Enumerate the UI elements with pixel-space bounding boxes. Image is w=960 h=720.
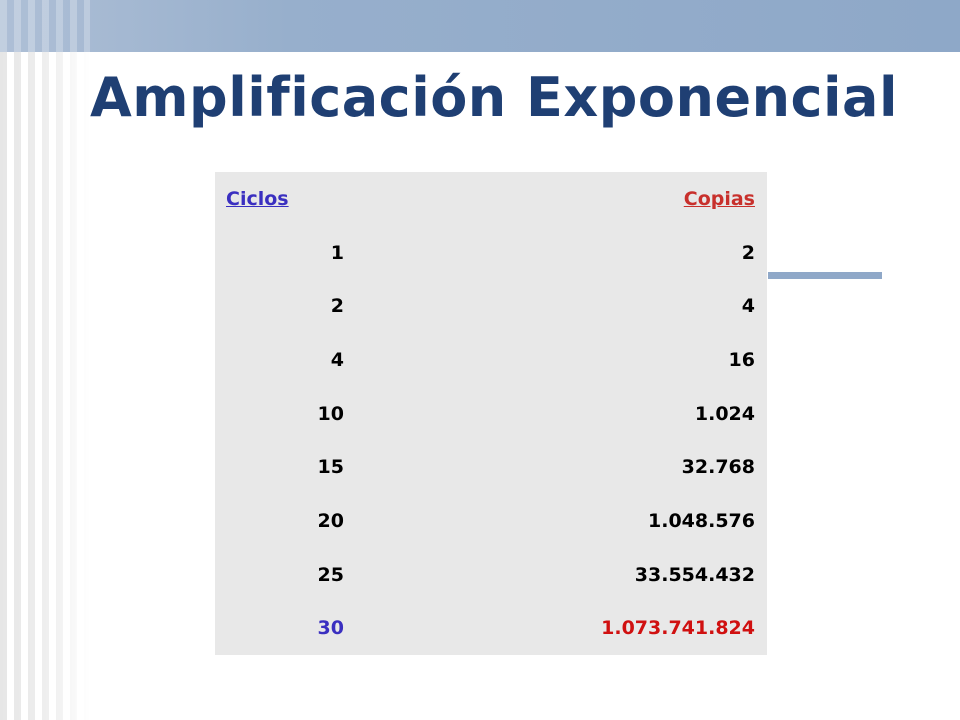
table-cell: 4 bbox=[330, 348, 344, 371]
slide-title: Amplificación Exponencial bbox=[90, 66, 898, 129]
table-cell: 15 bbox=[317, 456, 344, 479]
table-cell: 32.768 bbox=[681, 456, 755, 479]
column-header: Copias bbox=[683, 187, 755, 210]
table-cell: 20 bbox=[317, 509, 344, 532]
table-background bbox=[215, 172, 767, 655]
table-cell: 1.048.576 bbox=[648, 509, 755, 532]
table-cell: 1.073.741.824 bbox=[601, 617, 755, 640]
table-row: 15 32.768 bbox=[215, 440, 767, 494]
table-cell: 2 bbox=[741, 241, 755, 264]
table-row: 20 1.048.576 bbox=[215, 494, 767, 548]
table-body: 1 2 2 4 4 16 10 1.024 15 32.768 20 1.048.576 25 33.55… bbox=[215, 226, 767, 656]
table-cell: 33.554.432 bbox=[634, 563, 755, 586]
table-cell: 2 bbox=[330, 295, 344, 318]
table-row: 30 1.073.741.824 bbox=[215, 602, 767, 656]
table-row: 25 33.554.432 bbox=[215, 548, 767, 602]
table-cell: 1.024 bbox=[694, 402, 755, 425]
header-row: Ciclos Copias bbox=[215, 172, 767, 226]
table-cell: 1 bbox=[330, 241, 344, 264]
table-cell: 4 bbox=[741, 295, 755, 318]
table-cell: 10 bbox=[317, 402, 344, 425]
background-stripes bbox=[0, 0, 90, 720]
table-cell: 16 bbox=[728, 348, 755, 371]
column-header: Ciclos bbox=[226, 187, 289, 210]
table-cell: 30 bbox=[317, 617, 344, 640]
data-table: Ciclos Copias 1 2 2 4 4 16 10 1.024 15 32.768 20 1.… bbox=[215, 172, 767, 655]
table-row: 4 16 bbox=[215, 333, 767, 387]
table-cell: 25 bbox=[317, 563, 344, 586]
accent-bar bbox=[768, 272, 882, 279]
top-bar bbox=[0, 0, 960, 52]
table-row: 10 1.024 bbox=[215, 387, 767, 441]
